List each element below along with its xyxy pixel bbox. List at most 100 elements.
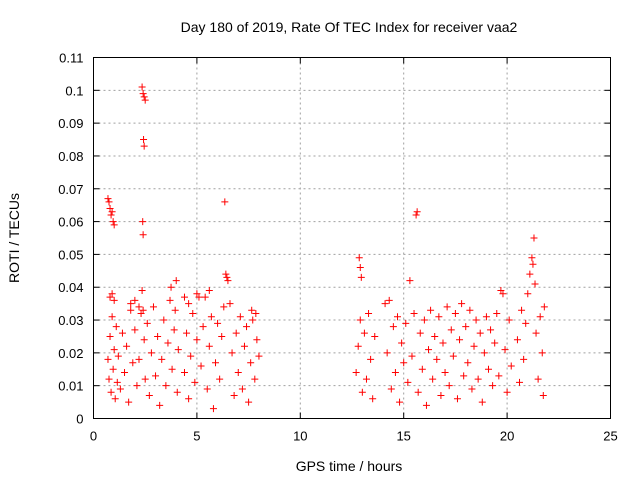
data-point [413, 208, 421, 216]
data-point [526, 270, 534, 278]
data-point [166, 296, 174, 304]
y-axis-title: ROTI / TECUs [6, 193, 22, 283]
data-point [358, 388, 366, 396]
data-markers [104, 83, 548, 413]
data-point [240, 342, 248, 350]
data-point [356, 316, 364, 324]
data-point [391, 369, 399, 377]
data-point [381, 300, 389, 308]
data-point [464, 359, 472, 367]
data-point [531, 280, 539, 288]
data-point [491, 339, 499, 347]
data-point [518, 306, 526, 314]
data-point [131, 326, 139, 334]
data-point [140, 93, 148, 101]
data-point [534, 375, 542, 383]
y-tick-label: 0.04 [58, 280, 83, 295]
data-point [129, 359, 137, 367]
data-point [530, 234, 538, 242]
x-tick-label: 15 [396, 429, 410, 444]
chart-title: Day 180 of 2019, Rate Of TEC Index for r… [181, 19, 518, 35]
data-point [505, 316, 513, 324]
data-point [437, 392, 445, 400]
data-point [422, 401, 430, 409]
data-point [222, 270, 230, 278]
x-tick-labels: 0 5 10 15 20 25 [90, 429, 618, 444]
data-point [183, 329, 191, 337]
data-point [110, 296, 118, 304]
data-point [193, 290, 201, 298]
data-point [253, 336, 261, 344]
data-point [104, 355, 112, 363]
data-point [164, 339, 172, 347]
data-point [189, 309, 197, 317]
data-point [468, 385, 476, 393]
data-point [251, 375, 259, 383]
data-point [228, 349, 236, 357]
data-point [478, 398, 486, 406]
y-tick-label: 0.02 [58, 346, 83, 361]
data-point [131, 296, 139, 304]
x-tick-label: 10 [293, 429, 307, 444]
data-point [154, 332, 162, 340]
data-point [113, 378, 121, 386]
data-point [209, 405, 217, 413]
data-point [111, 395, 119, 403]
data-point [431, 332, 439, 340]
y-tick-labels: 0 0.01 0.02 0.03 0.04 0.05 0.06 0.07 0.08 0.09 0.1… [58, 51, 83, 427]
data-point [396, 398, 404, 406]
data-point [139, 306, 147, 314]
plot-frame [93, 57, 611, 419]
data-point [416, 329, 424, 337]
data-point [107, 388, 115, 396]
data-point [352, 369, 360, 377]
data-point [356, 264, 364, 272]
grid [93, 57, 611, 419]
data-point [140, 142, 148, 150]
data-point [404, 378, 412, 386]
data-point [482, 313, 490, 321]
data-point [205, 342, 213, 350]
data-point [400, 359, 408, 367]
data-point [108, 313, 116, 321]
data-point [127, 300, 135, 308]
data-point [383, 349, 391, 357]
data-point [223, 273, 231, 281]
data-point [149, 303, 157, 311]
data-point [173, 388, 181, 396]
data-point [160, 316, 168, 324]
data-point [221, 198, 229, 206]
y-tick-label: 0.09 [58, 116, 83, 131]
data-point [453, 395, 461, 403]
data-point [474, 375, 482, 383]
data-point [387, 385, 395, 393]
data-point [393, 313, 401, 321]
data-point [528, 254, 536, 262]
data-point [458, 300, 466, 308]
data-point [433, 355, 441, 363]
data-point [145, 392, 153, 400]
data-point [203, 385, 211, 393]
data-point [105, 198, 113, 206]
data-point [503, 388, 511, 396]
data-point [220, 303, 228, 311]
data-point [414, 388, 422, 396]
data-point [489, 382, 497, 390]
data-point [252, 309, 260, 317]
data-point [185, 300, 193, 308]
y-tick-label: 0.1 [65, 83, 83, 98]
y-tick-label: 0 [76, 412, 83, 427]
data-point [187, 352, 195, 360]
y-tick-label: 0.01 [58, 379, 83, 394]
data-point [360, 329, 368, 337]
data-point [110, 346, 118, 354]
data-point [355, 254, 363, 262]
data-point [207, 313, 215, 321]
data-point [139, 218, 147, 226]
data-point [420, 316, 428, 324]
data-point [106, 332, 114, 340]
data-point [516, 378, 524, 386]
data-point [108, 208, 116, 216]
data-point [536, 313, 544, 321]
data-point [230, 392, 238, 400]
